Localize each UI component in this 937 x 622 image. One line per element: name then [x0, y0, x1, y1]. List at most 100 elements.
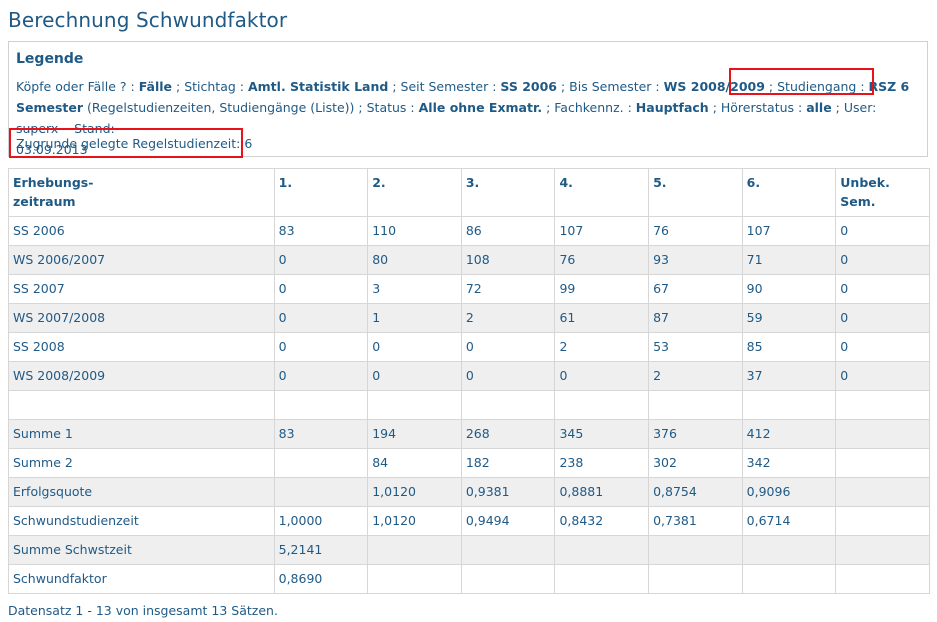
column-header-line1: 1. — [278, 175, 293, 190]
legend-title: Legende — [16, 51, 84, 67]
legend-stand-date: 03.09.2013 — [16, 142, 88, 157]
value-cell — [835, 564, 930, 594]
highlight-studiengang — [729, 68, 874, 95]
column-header: 1. — [273, 168, 369, 217]
table-row: Summe 2 84 182 238 302 342 — [8, 448, 930, 478]
column-header-line1: 6. — [746, 175, 761, 190]
value-cell: 2 — [460, 303, 556, 333]
record-count: Datensatz 1 - 13 von insgesamt 13 Sätzen… — [8, 603, 278, 618]
legend-value-bis-semester: WS 2008/2009 — [663, 79, 765, 94]
column-header-line1: Unbek. — [840, 175, 890, 190]
regelstudienzeit-text: Zugrunde gelegte Regelstudienzeit: 6 — [16, 136, 253, 151]
value-cell — [835, 390, 930, 420]
value-cell: 268 — [460, 419, 556, 449]
table-row: Erfolgsquote 1,0120 0,9381 0,8881 0,8754 0,90… — [8, 477, 930, 507]
column-header: 4. — [554, 168, 650, 217]
legend-label-seit-semester: Seit Semester : — [400, 79, 497, 94]
table-row: SS 2006 83 110 86 107 76 107 0 — [8, 216, 930, 246]
value-cell — [648, 564, 743, 594]
value-cell — [835, 419, 930, 449]
value-cell: 0,8881 — [554, 477, 650, 507]
column-header-line1: Erhebungs- — [13, 175, 94, 190]
value-cell — [741, 390, 837, 420]
value-cell: 3 — [367, 274, 462, 304]
page-title: Berechnung Schwundfaktor — [8, 8, 288, 32]
value-cell: 67 — [648, 274, 743, 304]
row-label-cell — [8, 390, 275, 420]
value-cell: 37 — [741, 361, 837, 391]
legend-text: Köpfe oder Fälle ? : Fälle ; Stichtag : … — [16, 79, 910, 157]
value-cell: 0,8690 — [273, 564, 369, 594]
value-cell — [367, 390, 462, 420]
value-cell: 0 — [835, 245, 930, 275]
value-cell: 85 — [741, 332, 837, 362]
value-cell: 0,8754 — [648, 477, 743, 507]
row-label-cell: SS 2006 — [8, 216, 275, 246]
column-header: Erhebungs-zeitraum — [8, 168, 275, 217]
value-cell — [835, 448, 930, 478]
row-label-cell: Summe Schwstzeit — [8, 535, 275, 565]
value-cell: 0 — [273, 303, 369, 333]
value-cell: 1 — [367, 303, 462, 333]
value-cell — [554, 390, 650, 420]
value-cell — [460, 564, 556, 594]
value-cell: 1,0120 — [367, 506, 462, 536]
row-label-cell: WS 2008/2009 — [8, 361, 275, 391]
table-row: SS 2008 0 0 0 2 53 85 0 — [8, 332, 930, 362]
table-row — [8, 390, 930, 420]
value-cell — [460, 390, 556, 420]
value-cell: 376 — [648, 419, 743, 449]
value-cell: 83 — [273, 419, 369, 449]
value-cell: 2 — [648, 361, 743, 391]
legend-value-status: Alle ohne Exmatr. — [418, 100, 543, 115]
table-row: Schwundfaktor 0,8690 — [8, 564, 930, 594]
value-cell — [367, 535, 462, 565]
value-cell: 1,0120 — [367, 477, 462, 507]
value-cell: 0 — [835, 303, 930, 333]
value-cell: 412 — [741, 419, 837, 449]
value-cell: 0 — [835, 274, 930, 304]
value-cell: 0 — [273, 361, 369, 391]
value-cell: 5,2141 — [273, 535, 369, 565]
value-cell: 2 — [554, 332, 650, 362]
value-cell: 194 — [367, 419, 462, 449]
value-cell: 83 — [273, 216, 369, 246]
table-row: Summe 1 83 194 268 345 376 412 — [8, 419, 930, 449]
value-cell — [273, 477, 369, 507]
legend-value-hoererstatus: alle — [806, 100, 832, 115]
value-cell: 0,9096 — [741, 477, 837, 507]
value-cell: 0 — [835, 361, 930, 391]
value-cell: 0 — [273, 245, 369, 275]
value-cell — [460, 535, 556, 565]
value-cell: 80 — [367, 245, 462, 275]
table-row: WS 2007/2008 0 1 2 61 87 59 0 — [8, 303, 930, 333]
value-cell — [648, 535, 743, 565]
value-cell — [273, 390, 369, 420]
row-label-cell: WS 2006/2007 — [8, 245, 275, 275]
value-cell: 87 — [648, 303, 743, 333]
column-header: 6. — [741, 168, 837, 217]
value-cell: 76 — [648, 216, 743, 246]
table-row: Summe Schwstzeit 5,2141 — [8, 535, 930, 565]
value-cell: 108 — [460, 245, 556, 275]
value-cell — [367, 564, 462, 594]
value-cell: 342 — [741, 448, 837, 478]
value-cell — [554, 564, 650, 594]
column-header-line1: 2. — [372, 175, 386, 190]
row-label-cell: Schwundstudienzeit — [8, 506, 275, 536]
legend-value-studiengang: RSZ 6 — [868, 79, 910, 94]
legend-value-stichtag: Amtl. Statistik Land — [247, 79, 389, 94]
legend-box: Legende Köpfe oder Fälle ? : Fälle ; Sti… — [8, 41, 928, 157]
column-header-line2: zeitraum — [13, 194, 76, 209]
value-cell: 0 — [554, 361, 650, 391]
legend-label-bis-semester: Bis Semester : — [569, 79, 660, 94]
value-cell: 0,7381 — [648, 506, 743, 536]
value-cell — [741, 535, 837, 565]
table-row: Schwundstudienzeit 1,0000 1,0120 0,9494 0,84… — [8, 506, 930, 536]
value-cell: 302 — [648, 448, 743, 478]
value-cell: 53 — [648, 332, 743, 362]
highlight-regelstudienzeit — [9, 128, 243, 158]
value-cell — [835, 535, 930, 565]
value-cell: 345 — [554, 419, 650, 449]
value-cell: 0,9494 — [460, 506, 556, 536]
